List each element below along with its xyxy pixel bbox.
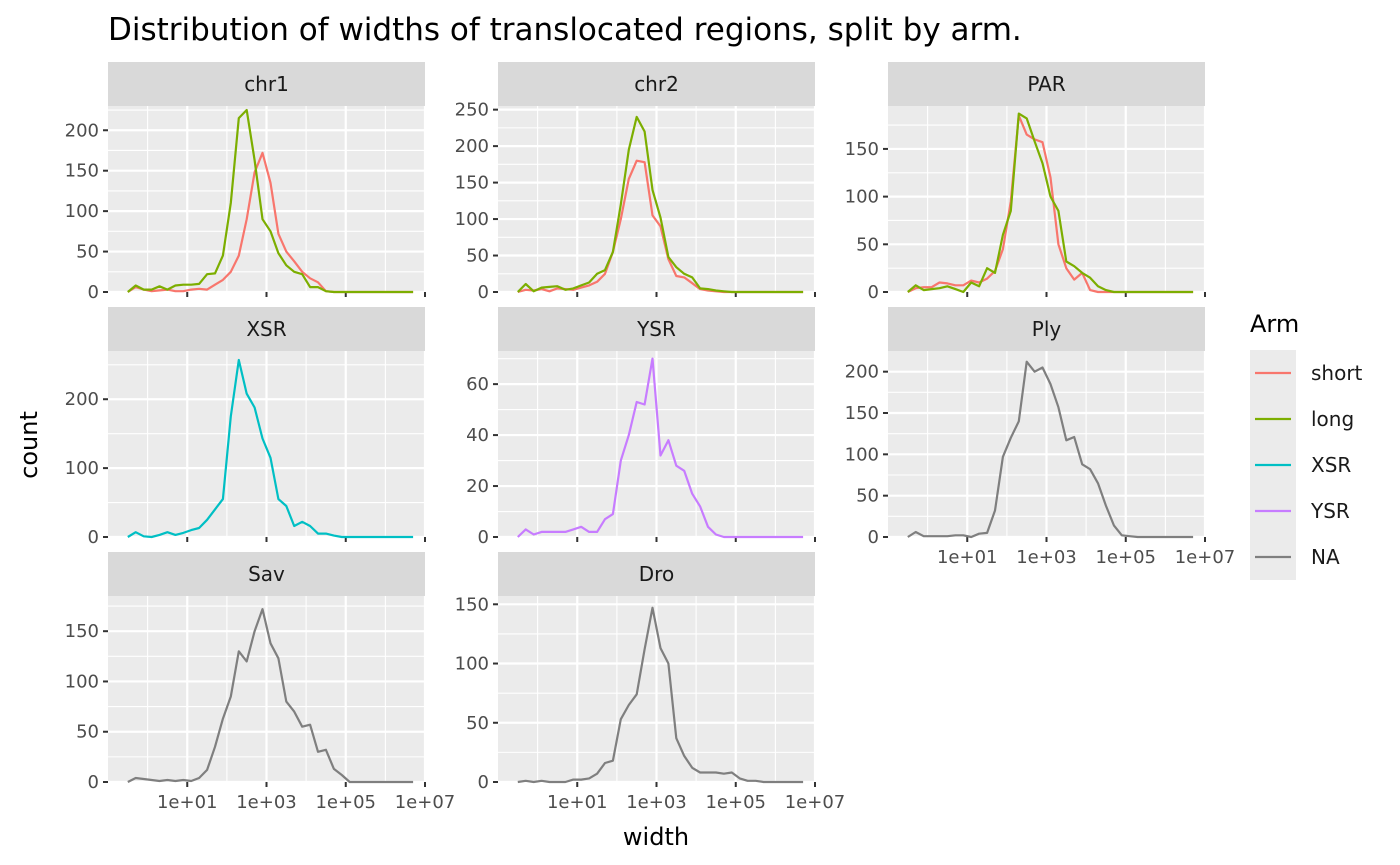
y-tick-label: 0 <box>88 527 99 548</box>
strip-background <box>498 62 815 106</box>
y-tick-label: 50 <box>466 246 489 267</box>
y-tick-label: 50 <box>856 486 879 507</box>
legend-item-na: NA <box>1250 534 1340 580</box>
y-tick-label: 100 <box>65 671 99 692</box>
strip-label: PAR <box>1027 72 1065 96</box>
legend-label: YSR <box>1310 499 1350 523</box>
x-tick-label: 1e+03 <box>236 792 297 813</box>
y-tick-label: 200 <box>65 389 99 410</box>
x-tick-label: 1e+01 <box>937 547 998 568</box>
series-line-na <box>127 608 414 784</box>
legend: Arm short long XSR YSR NA <box>1250 310 1363 580</box>
x-tick-label: 1e+03 <box>626 792 687 813</box>
legend-item-xsr: XSR <box>1250 442 1351 488</box>
y-tick-label: 0 <box>88 772 99 793</box>
strip-label: Ply <box>1032 317 1062 341</box>
panel-chr2: chr2 0 50 100 150 200 250 <box>455 62 817 303</box>
y-tick-label: 150 <box>65 161 99 182</box>
panel-ysr: YSR 0 20 40 60 <box>466 307 817 548</box>
y-tick-label: 150 <box>455 173 489 194</box>
y-tick-label: 0 <box>478 527 489 548</box>
strip-background <box>108 307 425 351</box>
x-tick-label: 1e+05 <box>1095 547 1156 568</box>
y-tick-label: 100 <box>455 654 489 675</box>
panel-chr1: chr1 0 50 100 150 200 <box>65 62 427 303</box>
strip-background <box>888 307 1205 351</box>
legend-item-long: long <box>1250 396 1354 442</box>
y-tick-label: 200 <box>455 136 489 157</box>
x-tick-label: 1e+05 <box>315 792 376 813</box>
x-tick-label: 1e+01 <box>157 792 218 813</box>
series-line-long <box>517 115 804 294</box>
chart-title: Distribution of widths of translocated r… <box>108 12 1022 48</box>
panel-sav: Sav 0 50 100 150 1e+01 1e+03 1e+05 1e+07 <box>65 552 456 813</box>
y-axis-title: count <box>15 411 43 479</box>
strip-label: Sav <box>248 562 285 586</box>
series-line-na <box>517 606 804 784</box>
strip-background <box>108 552 425 596</box>
legend-label: long <box>1311 407 1354 431</box>
legend-items: short long XSR YSR NA <box>1250 350 1363 580</box>
strip-label: Dro <box>639 562 674 586</box>
y-tick-label: 100 <box>845 187 879 208</box>
y-tick-label: 0 <box>868 527 879 548</box>
panel-par: PAR 0 50 100 150 <box>845 62 1207 303</box>
y-tick-label: 150 <box>845 139 879 160</box>
panel-dro: Dro 0 50 100 150 1e+01 1e+03 1e+05 1e+07 <box>455 552 846 813</box>
x-axis-title: width <box>623 823 689 851</box>
y-tick-label: 0 <box>478 772 489 793</box>
y-tick-label: 100 <box>65 458 99 479</box>
y-tick-label: 200 <box>845 362 879 383</box>
y-tick-label: 100 <box>455 209 489 230</box>
y-tick-label: 100 <box>65 201 99 222</box>
y-tick-label: 150 <box>65 621 99 642</box>
x-tick-label: 1e+05 <box>705 792 766 813</box>
y-tick-label: 0 <box>868 282 879 303</box>
panels: chr1050100150200chr2050100150200250PAR05… <box>65 62 1236 813</box>
series-line-long <box>127 108 414 294</box>
strip-label: XSR <box>246 317 286 341</box>
y-tick-label: 0 <box>88 282 99 303</box>
y-tick-label: 0 <box>478 282 489 303</box>
x-tick-label: 1e+07 <box>395 792 456 813</box>
series-line-xsr <box>127 358 414 539</box>
legend-label: short <box>1311 361 1363 385</box>
legend-label: NA <box>1311 545 1340 569</box>
legend-item-ysr: YSR <box>1250 488 1350 534</box>
y-tick-label: 150 <box>845 403 879 424</box>
strip-background <box>498 307 815 351</box>
x-tick-label: 1e+01 <box>547 792 608 813</box>
y-tick-label: 150 <box>455 594 489 615</box>
x-tick-label: 1e+07 <box>785 792 846 813</box>
y-tick-label: 250 <box>455 100 489 121</box>
strip-background <box>888 62 1205 106</box>
y-tick-label: 20 <box>466 476 489 497</box>
y-tick-label: 50 <box>856 234 879 255</box>
series-line-long <box>907 112 1194 294</box>
series-line-ysr <box>517 357 804 539</box>
y-tick-label: 50 <box>466 713 489 734</box>
y-tick-label: 200 <box>65 120 99 141</box>
x-tick-label: 1e+03 <box>1016 547 1077 568</box>
strip-label: YSR <box>636 317 676 341</box>
y-tick-label: 40 <box>466 425 489 446</box>
y-tick-label: 60 <box>466 374 489 395</box>
strip-background <box>498 552 815 596</box>
legend-label: XSR <box>1311 453 1351 477</box>
legend-title: Arm <box>1250 310 1299 338</box>
strip-background <box>108 62 425 106</box>
panel-xsr: XSR 0 100 200 <box>65 307 427 548</box>
strip-label: chr1 <box>244 72 289 96</box>
series-line-na <box>907 360 1194 539</box>
panel-ply: Ply 0 50 100 150 200 1e+01 1e+03 1e+05 1e+07 <box>845 307 1236 568</box>
x-tick-label: 1e+07 <box>1175 547 1236 568</box>
legend-item-short: short <box>1250 350 1363 396</box>
strip-label: chr2 <box>634 72 679 96</box>
y-tick-label: 100 <box>845 444 879 465</box>
y-tick-label: 50 <box>76 242 99 263</box>
y-tick-label: 50 <box>76 722 99 743</box>
